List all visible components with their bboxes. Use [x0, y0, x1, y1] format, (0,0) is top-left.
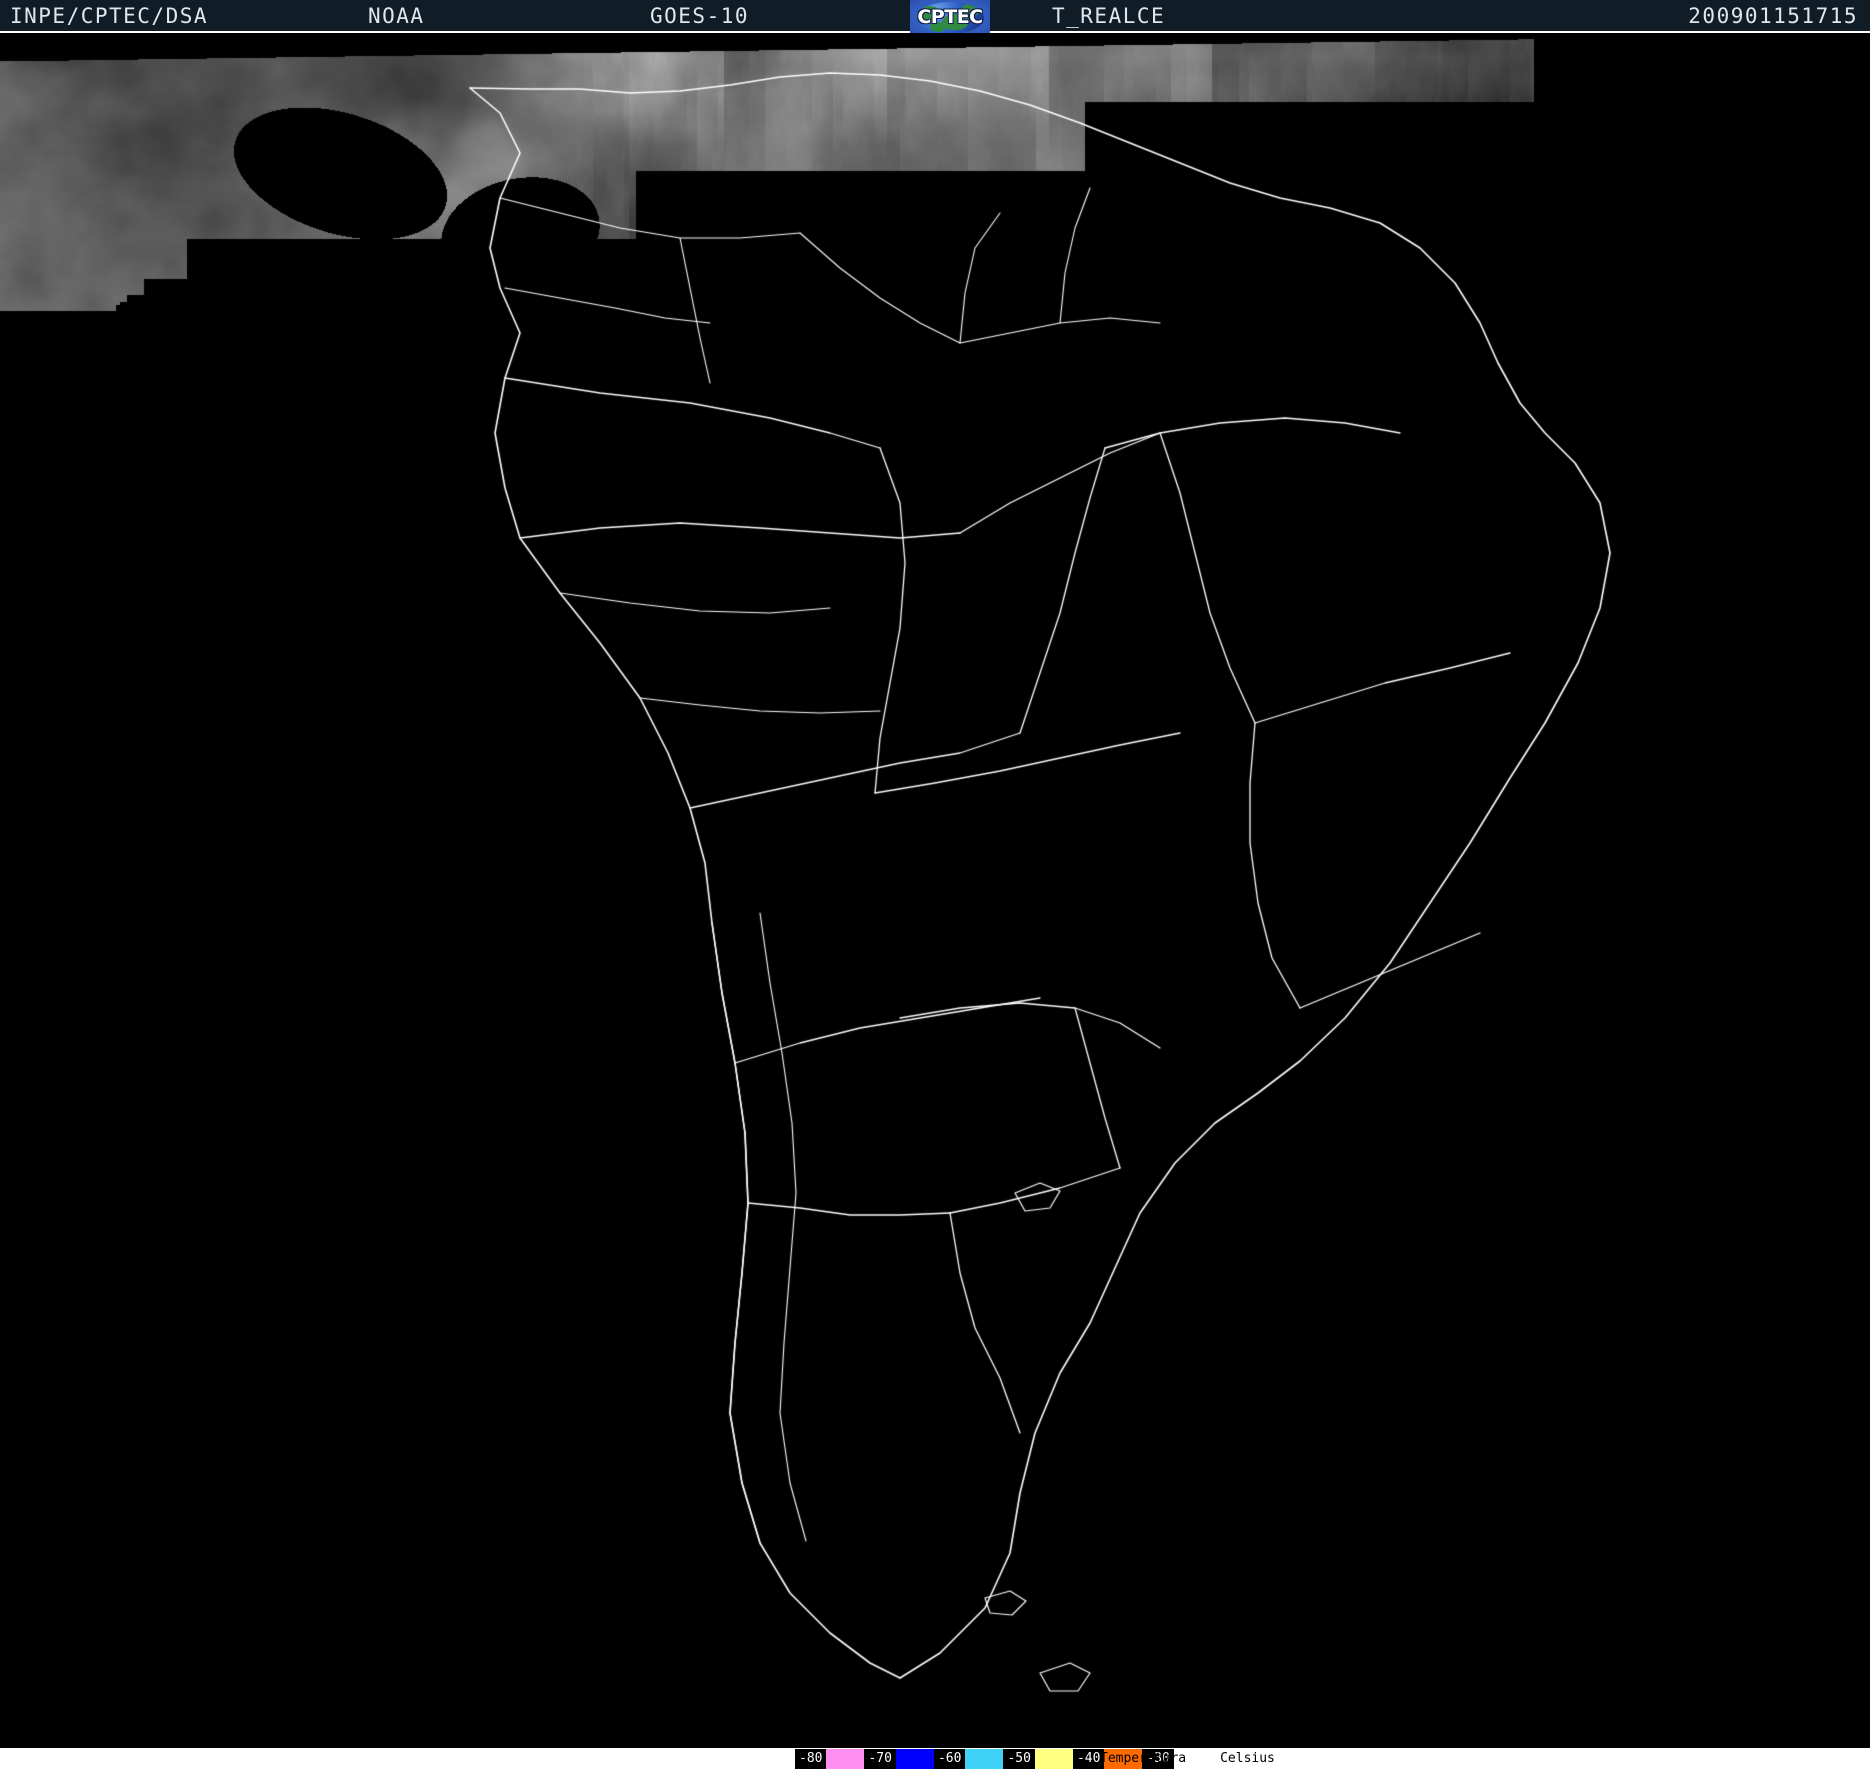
header-bar: INPE/CPTEC/DSA NOAA GOES-10 T_REALCE 200…	[0, 0, 1870, 36]
legend-strip: -80 -70 -60 -50 -40 -30 Temperatura Celsius	[0, 1748, 1870, 1770]
globe-landmass-shape	[930, 22, 946, 32]
legend-caption-unit: Celsius	[1220, 1751, 1275, 1766]
header-product-label: T_REALCE	[1052, 4, 1166, 28]
colorbar-swatch-blue	[895, 1749, 934, 1769]
header-satellite-label: GOES-10	[650, 4, 750, 28]
colorbar-swatch-cyan	[965, 1749, 1004, 1769]
colorbar-swatch-yellow	[1034, 1749, 1073, 1769]
satellite-ir-image	[0, 33, 1870, 1748]
globe-landmass-shape	[942, 14, 968, 30]
colorbar-swatch-orange	[1104, 1749, 1143, 1769]
colorbar-tick-minus80: -80	[795, 1749, 827, 1769]
legend-caption: Temperatura Celsius	[1100, 1749, 1275, 1769]
colorbar-tick-minus40: -40	[1072, 1749, 1105, 1769]
globe-icon	[916, 2, 984, 34]
satellite-imagery-panel	[0, 33, 1870, 1748]
colorbar-tick-minus30: -30	[1142, 1749, 1174, 1769]
header-institute-label: INPE/CPTEC/DSA	[10, 4, 209, 28]
colorbar-tick-minus70: -70	[864, 1749, 896, 1769]
cptec-logo-wordmark: CPTEC	[917, 6, 983, 28]
colorbar-tick-minus60: -60	[933, 1749, 966, 1769]
globe-landmass-shape	[920, 6, 940, 20]
header-agency-label: NOAA	[368, 4, 425, 28]
cptec-logo-icon: CPTEC	[910, 0, 990, 36]
temperature-colorbar: -80 -70 -60 -50 -40 -30	[795, 1749, 1174, 1769]
legend-caption-label: Temperatura	[1100, 1751, 1187, 1766]
colorbar-tick-minus50: -50	[1003, 1749, 1035, 1769]
colorbar-swatch-pink	[826, 1749, 865, 1769]
globe-landmass-shape	[962, 4, 980, 16]
header-timestamp-label: 200901151715	[1688, 4, 1858, 28]
